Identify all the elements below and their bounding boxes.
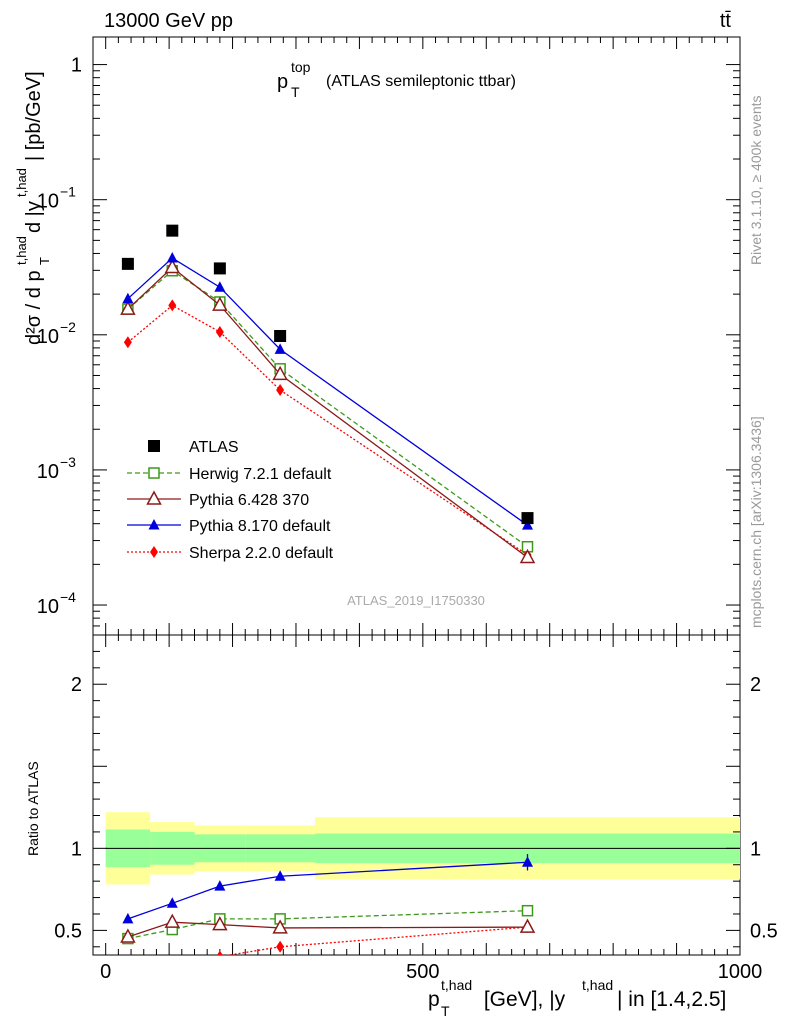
plot-title-sub: T — [291, 84, 300, 100]
y-tick-label-right: 1 — [750, 838, 761, 860]
y-tick-label-right: 2 — [750, 674, 761, 696]
herwig-7-2-1-default-ratio-point — [521, 904, 534, 917]
legend-marker-pythia-6-428-370 — [146, 490, 162, 505]
plot-title-rest: (ATLAS semileptonic ttbar) — [326, 73, 516, 90]
pythia-6-428-370-ratio-point — [212, 916, 228, 931]
legend-label-herwig-7-2-1-default: Herwig 7.2.1 default — [189, 466, 332, 483]
y-tick-label: 10 — [37, 191, 59, 213]
lower-ylabel: Ratio to ATLAS — [25, 761, 41, 856]
y-tick-label: 2 — [71, 674, 82, 696]
legend-label-atlas: ATLAS — [189, 439, 239, 456]
y-tick-label: 1 — [71, 838, 82, 860]
sherpa-2-2-0-default-ratio-point — [168, 960, 176, 972]
pythia-8-170-default-ratio-point — [274, 870, 286, 881]
pythia-6-428-370-point — [212, 296, 228, 311]
pythia-8-170-default-point — [214, 281, 226, 292]
pythia-6-428-370-point — [120, 300, 136, 315]
xlabel-p: p — [428, 988, 440, 1011]
y-tick-label: 10 — [37, 461, 59, 483]
legend-marker-sherpa-2-2-0-default — [150, 546, 158, 558]
x-tick-label: 1000 — [718, 961, 763, 983]
atlas-point — [213, 262, 226, 275]
sherpa-2-2-0-default-ratio-point — [276, 940, 285, 953]
pythia-6-428-370-point — [272, 365, 288, 381]
pythia-6-428-370-ratio-point — [120, 928, 136, 943]
legend-marker-pythia-8-170-default — [148, 519, 160, 530]
pythia-8-170-default-ratio-point — [522, 856, 534, 867]
pythia-8-170-default-point — [122, 292, 134, 304]
legend-marker-atlas — [148, 440, 160, 452]
upper-ylabel: d²σ / d p t,had T d |y t,had | [pb/GeV] — [14, 71, 52, 345]
xlabel-end: | in [1.4,2.5] — [617, 988, 726, 1011]
atlas-point — [274, 329, 287, 342]
upper-ylabel-end: | [pb/GeV] — [23, 71, 45, 161]
upper-ylabel-text: d²σ / d p — [23, 270, 45, 345]
pythia-6-428-370-ratio-point — [164, 913, 181, 928]
pythia-8-170-default-ratio-point — [166, 897, 178, 908]
upper-series-layer — [120, 224, 536, 564]
sherpa-2-2-0-default-point — [123, 336, 132, 349]
pythia-6-428-370-ratio-point — [519, 918, 536, 933]
analysis-id: ATLAS_2019_I1750330 — [347, 593, 485, 608]
legend-label-pythia-8-170-default: Pythia 8.170 default — [189, 518, 331, 535]
y-tick-label: 0.5 — [54, 920, 82, 942]
mcplots-label: mcplots.cern.ch [arXiv:1306.3436] — [748, 416, 764, 628]
legend-label-sherpa-2-2-0-default: Sherpa 2.2.0 default — [189, 545, 334, 562]
atlas-point — [521, 512, 534, 525]
y-tick-label: 1 — [71, 55, 82, 77]
x-axis-label: p t,had T [GeV], |y t,had | in [1.4,2.5] — [428, 977, 726, 1019]
y-tick-exponent: −4 — [60, 589, 76, 605]
pythia-6-428-370-point — [164, 258, 181, 274]
herwig-7-2-1-default-ratio-line — [127, 910, 528, 940]
xlabel-mid: [GeV], |y — [478, 988, 566, 1011]
rivet-label: Rivet 3.1.10, ≥ 400k events — [748, 95, 764, 265]
y-tick-label: 10 — [37, 326, 59, 348]
y-tick-exponent: −3 — [60, 454, 76, 470]
sherpa-2-2-0-default-point — [168, 299, 177, 312]
pythia-8-170-default-ratio-point — [214, 880, 226, 891]
lower-series-layer — [120, 854, 536, 976]
xlabel-sup: t,had — [441, 977, 472, 993]
upper-ylabel-sup2: t,had — [14, 168, 29, 197]
pythia-6-428-370-line — [127, 266, 528, 558]
upper-ylabel-mid: d |y — [23, 201, 45, 233]
plot-title-p: p — [277, 71, 288, 93]
pythia-6-428-370-ratio-point — [272, 919, 288, 934]
xlabel-sup2: t,had — [582, 977, 613, 993]
y-tick-label-right: 0.5 — [750, 920, 778, 942]
pythia-6-428-370-ratio-line — [127, 921, 528, 938]
legend: ATLAS Herwig 7.2.1 default Pythia 6.428 37… — [127, 439, 334, 562]
atlas-point — [121, 257, 134, 270]
process-label: tt̄ — [720, 10, 732, 32]
energy-label: 13000 GeV pp — [104, 10, 233, 32]
atlas-point — [166, 224, 179, 237]
plot-title-sup: top — [291, 59, 311, 75]
pythia-6-428-370-point — [519, 548, 536, 564]
upper-ylabel-sub1: T — [37, 257, 52, 265]
legend-label-pythia-6-428-370: Pythia 6.428 370 — [189, 492, 309, 509]
xlabel-sub: T — [441, 1003, 450, 1019]
pythia-8-170-default-point — [166, 252, 178, 263]
pythia-8-170-default-point — [274, 343, 286, 354]
pythia-8-170-default-point — [522, 519, 534, 530]
upper-ylabel-sup1: t,had — [14, 236, 29, 265]
x-tick-label: 500 — [406, 961, 439, 983]
legend-marker-herwig-7-2-1-default — [148, 467, 160, 479]
plot-title: p top T (ATLAS semileptonic ttbar) — [277, 59, 516, 100]
y-tick-label: 10 — [37, 596, 59, 618]
sherpa-2-2-0-default-point — [276, 384, 285, 397]
sherpa-2-2-0-default-point — [215, 325, 224, 338]
lower-panel-frame — [92, 634, 741, 956]
y-tick-exponent: −2 — [60, 319, 76, 335]
x-tick-label: 0 — [100, 961, 111, 983]
pythia-8-170-default-line — [127, 257, 528, 526]
sherpa-2-2-0-default-ratio-point — [216, 950, 223, 955]
sherpa-2-2-0-default-ratio-point — [124, 964, 132, 976]
ratio-uncertainty-bands — [105, 812, 740, 885]
y-tick-exponent: −1 — [60, 184, 76, 200]
sherpa-2-2-0-default-ratio-line — [225, 926, 528, 955]
pythia-8-170-default-ratio-point — [122, 912, 134, 924]
